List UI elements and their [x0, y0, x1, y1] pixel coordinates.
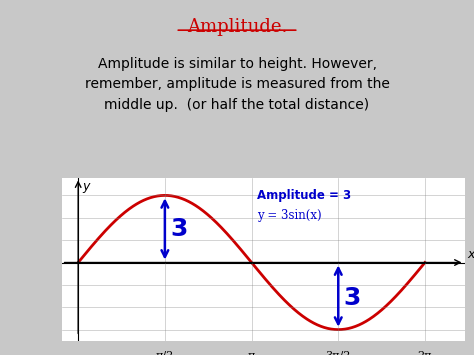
- Text: 3π/2: 3π/2: [326, 351, 351, 355]
- Text: π/2: π/2: [156, 351, 174, 355]
- Text: Amplitude.: Amplitude.: [187, 18, 287, 36]
- Text: x: x: [467, 248, 474, 261]
- Text: 2π: 2π: [418, 351, 432, 355]
- Text: 3: 3: [344, 286, 361, 310]
- Text: Amplitude is similar to height. However,
remember, amplitude is measured from th: Amplitude is similar to height. However,…: [84, 57, 390, 112]
- Text: Amplitude = 3: Amplitude = 3: [257, 189, 351, 202]
- Text: π: π: [248, 351, 255, 355]
- Text: y: y: [82, 180, 90, 193]
- Text: 3: 3: [170, 217, 188, 241]
- Text: y = 3sin(x): y = 3sin(x): [257, 209, 322, 222]
